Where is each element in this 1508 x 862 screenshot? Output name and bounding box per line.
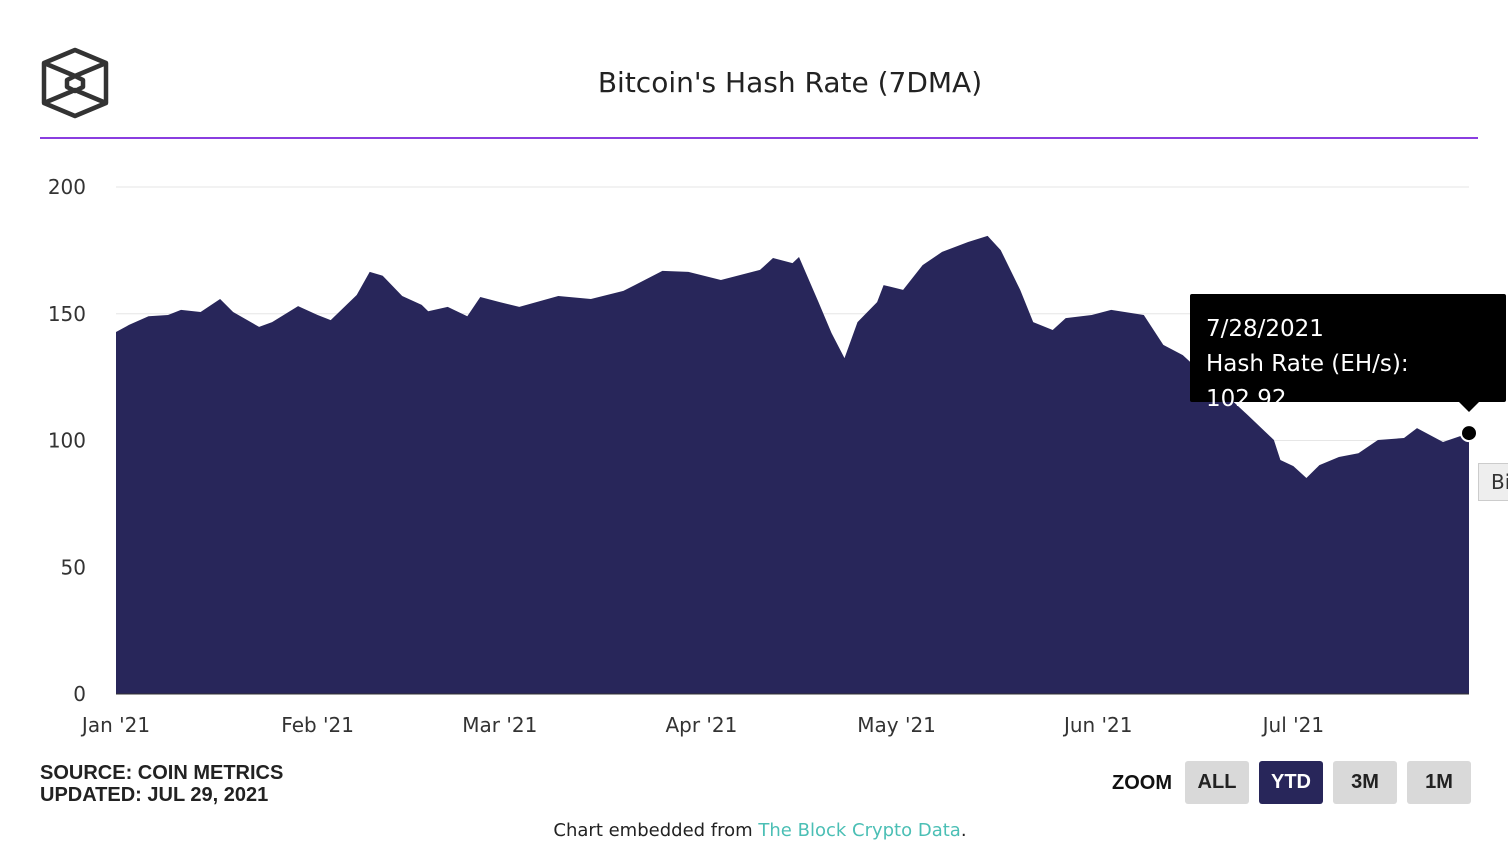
y-tick-label: 100 xyxy=(48,429,86,453)
x-tick-label: Jul '21 xyxy=(1261,713,1324,737)
chart-title: Bitcoin's Hash Rate (7DMA) xyxy=(597,66,983,99)
embed-link[interactable]: The Block Crypto Data xyxy=(758,820,961,841)
y-tick-label: 150 xyxy=(48,302,86,326)
zoom-ytd-button[interactable]: YTD xyxy=(1259,761,1323,804)
x-tick-label: Apr '21 xyxy=(665,713,737,737)
the-block-logo xyxy=(41,47,109,119)
updated-label: UPDATED: JUL 29, 2021 xyxy=(40,784,269,806)
zoom-3m-button[interactable]: 3M xyxy=(1333,761,1397,804)
x-tick-label: Jun '21 xyxy=(1062,713,1133,737)
hash-rate-chart: 0 50 100 150 200 Jan '21 Feb '21 Mar '21 Apr '21… xyxy=(48,175,1478,737)
tooltip-date: 7/28/2021 xyxy=(1206,316,1324,342)
y-tick-label: 0 xyxy=(73,682,86,706)
hash-rate-area xyxy=(116,235,1469,694)
x-tick-label: Jan '21 xyxy=(80,713,150,737)
x-tick-label: Feb '21 xyxy=(281,713,354,737)
embed-suffix: . xyxy=(960,820,967,841)
x-tick-label: May '21 xyxy=(857,713,936,737)
y-tick-label: 50 xyxy=(61,555,86,579)
embed-prefix: Chart embedded from xyxy=(553,820,759,841)
zoom-all-button[interactable]: ALL xyxy=(1185,761,1249,804)
zoom-1m-button[interactable]: 1M xyxy=(1407,761,1471,804)
zoom-label: ZOOM xyxy=(1112,772,1172,794)
side-button[interactable]: Bi xyxy=(1478,463,1508,501)
hover-point-marker xyxy=(1460,424,1478,443)
tooltip-value: Hash Rate (EH/s): 102.92 xyxy=(1206,351,1409,412)
tooltip-arrow xyxy=(1459,402,1479,412)
tooltip: 7/28/2021 Hash Rate (EH/s): 102.92 xyxy=(1190,294,1506,412)
embed-credit: Chart embedded from The Block Crypto Dat… xyxy=(0,820,1508,841)
x-tick-label: Mar '21 xyxy=(462,713,537,737)
title-divider xyxy=(40,137,1478,139)
y-tick-label: 200 xyxy=(48,175,86,199)
source-label: SOURCE: COIN METRICS xyxy=(40,762,284,784)
source-info: SOURCE: COIN METRICS UPDATED: JUL 29, 20… xyxy=(40,762,283,806)
